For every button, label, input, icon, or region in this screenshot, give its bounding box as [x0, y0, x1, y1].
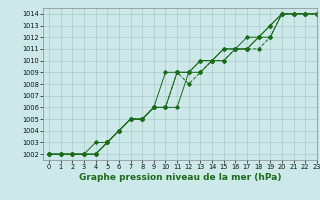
X-axis label: Graphe pression niveau de la mer (hPa): Graphe pression niveau de la mer (hPa) [79, 173, 281, 182]
